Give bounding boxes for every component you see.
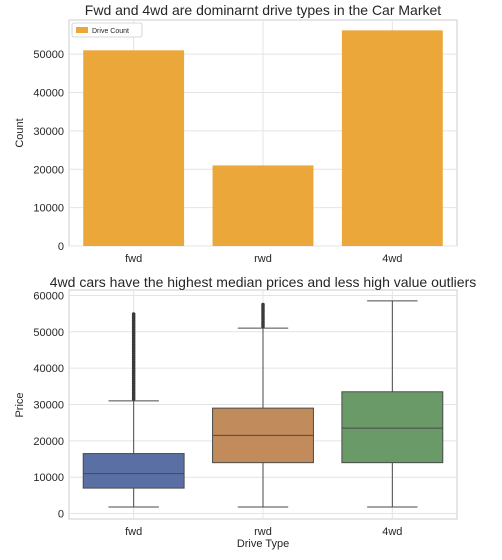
bar-xticks: fwd rwd 4wd [125, 253, 402, 265]
bar-4wd [341, 30, 443, 247]
bar-chart-title: Fwd and 4wd are dominarnt drive types in… [85, 2, 441, 18]
box-marks [82, 300, 444, 508]
bar-y-tick-label: 20000 [33, 164, 64, 176]
box-group-fwd [82, 312, 185, 508]
iqr-box [341, 391, 444, 464]
box-x-tick-label: rwd [254, 526, 272, 538]
bar-y-tick-label: 30000 [33, 126, 64, 138]
bar-x-tick-label: fwd [125, 253, 142, 265]
box-y-axis-label: Price [14, 392, 26, 417]
box-group-4wd [341, 300, 444, 508]
box-x-tick-label: fwd [125, 526, 142, 538]
box-yticks: 0 10000 20000 30000 40000 50000 60000 [33, 290, 64, 520]
bar-x-tick-label: rwd [254, 253, 272, 265]
box-group-rwd [212, 302, 314, 508]
legend-swatch [76, 27, 88, 33]
box-y-tick-label: 40000 [33, 363, 64, 375]
bar-y-tick-label: 0 [58, 241, 64, 253]
box-y-tick-label: 60000 [33, 290, 64, 302]
bar-y-tick-label: 40000 [33, 88, 64, 100]
bar-fwd [83, 50, 185, 246]
box-x-tick-label: 4wd [382, 526, 402, 538]
bar-y-tick-label: 50000 [33, 49, 64, 61]
box-chart: 0 10000 20000 30000 40000 50000 60000 fwd rwd 4w… [14, 274, 476, 550]
iqr-box [82, 453, 185, 489]
box-chart-title: 4wd cars have the highest median prices … [50, 274, 476, 290]
box-x-axis-label: Drive Type [237, 538, 289, 550]
box-xticks: fwd rwd 4wd [125, 526, 402, 538]
legend-label: Drive Count [92, 28, 129, 35]
bar-legend: Drive Count [71, 22, 143, 38]
bar-yticks: 0 10000 20000 30000 40000 50000 [33, 49, 64, 253]
legend-frame [71, 22, 143, 38]
box-y-tick-label: 30000 [33, 400, 64, 412]
bar-marks [83, 30, 443, 247]
box-y-tick-label: 10000 [33, 472, 64, 484]
box-y-tick-label: 0 [58, 509, 64, 521]
bar-chart: 0 10000 20000 30000 40000 50000 fwd rwd 4wd Fwd… [14, 2, 458, 265]
bar-y-axis-label: Count [14, 118, 26, 147]
box-y-tick-label: 20000 [33, 436, 64, 448]
box-y-tick-label: 50000 [33, 327, 64, 339]
bar-rwd [212, 165, 314, 246]
bar-y-tick-label: 10000 [33, 203, 64, 215]
outlier-point [131, 312, 136, 316]
outlier-point [261, 302, 265, 307]
bar-x-tick-label: 4wd [382, 253, 402, 265]
